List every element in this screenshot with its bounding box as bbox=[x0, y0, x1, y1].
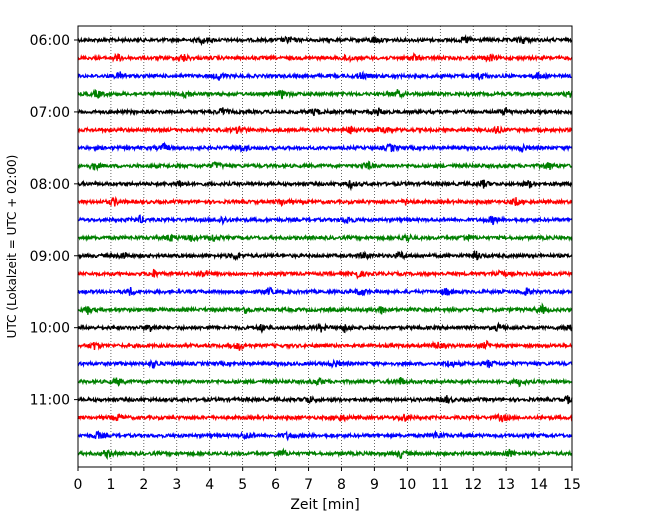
y-tick-label-0: 06:00 bbox=[30, 33, 70, 49]
y-axis: 06:00 07:00 08:00 09:00 10:00 11:00 bbox=[30, 33, 78, 409]
trace-1015 bbox=[77, 339, 573, 352]
x-tick-label-12: 12 bbox=[464, 477, 482, 493]
trace-0715 bbox=[77, 125, 573, 135]
trace-0615 bbox=[77, 52, 573, 64]
trace-0800 bbox=[77, 179, 573, 192]
seismogram-traces bbox=[77, 33, 573, 460]
x-tick-label-1: 1 bbox=[106, 477, 115, 493]
x-tick-label-2: 2 bbox=[139, 477, 148, 493]
trace-1100 bbox=[77, 395, 573, 405]
x-tick-label-3: 3 bbox=[172, 477, 181, 493]
trace-1000 bbox=[77, 321, 573, 334]
trace-1045 bbox=[77, 376, 573, 388]
x-tick-label-13: 13 bbox=[497, 477, 515, 493]
x-tick-label-6: 6 bbox=[271, 477, 280, 493]
plot-frame bbox=[77, 25, 573, 468]
y-tick-label-1: 07:00 bbox=[30, 105, 70, 121]
trace-0900 bbox=[77, 249, 573, 262]
x-tick-label-14: 14 bbox=[530, 477, 548, 493]
trace-1115 bbox=[77, 412, 573, 423]
x-axis-label: Zeit [min] bbox=[290, 497, 359, 513]
trace-1130 bbox=[77, 429, 573, 442]
y-tick-label-4: 10:00 bbox=[30, 321, 70, 337]
x-tick-label-9: 9 bbox=[370, 477, 379, 493]
trace-0930 bbox=[77, 286, 573, 297]
trace-0630 bbox=[77, 70, 573, 81]
y-tick-label-2: 08:00 bbox=[30, 177, 70, 193]
x-tick-label-4: 4 bbox=[205, 477, 214, 493]
y-tick-label-3: 09:00 bbox=[30, 249, 70, 265]
trace-0830 bbox=[77, 214, 573, 226]
x-tick-label-11: 11 bbox=[431, 477, 449, 493]
x-axis: 0 1 2 3 4 5 6 7 8 9 10 11 12 13 14 15 bbox=[74, 467, 581, 493]
trace-1145 bbox=[77, 447, 573, 460]
trace-1030 bbox=[77, 358, 573, 370]
x-tick-label-15: 15 bbox=[563, 477, 581, 493]
trace-0745 bbox=[77, 160, 573, 172]
trace-0730 bbox=[77, 141, 573, 153]
trace-0645 bbox=[77, 88, 573, 100]
y-axis-label: UTC (Lokalzeit = UTC + 02:00) bbox=[5, 155, 19, 339]
trace-0845 bbox=[77, 232, 573, 244]
trace-0600 bbox=[77, 33, 573, 47]
y-tick-label-5: 11:00 bbox=[30, 393, 70, 409]
trace-0700 bbox=[77, 107, 573, 117]
x-tick-label-5: 5 bbox=[238, 477, 247, 493]
trace-0815 bbox=[77, 195, 573, 208]
x-tick-label-10: 10 bbox=[398, 477, 416, 493]
x-tick-label-0: 0 bbox=[74, 477, 83, 493]
trace-0945 bbox=[77, 302, 573, 315]
x-tick-label-7: 7 bbox=[304, 477, 313, 493]
trace-0915 bbox=[77, 268, 573, 280]
x-tick-label-8: 8 bbox=[337, 477, 346, 493]
